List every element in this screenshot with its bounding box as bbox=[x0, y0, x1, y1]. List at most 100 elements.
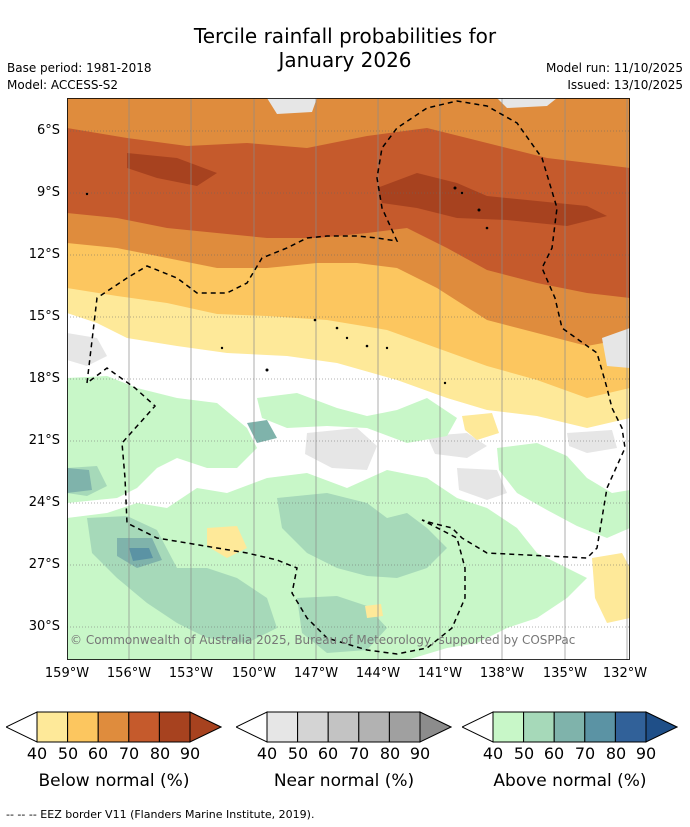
near-40-patch-north bbox=[267, 98, 317, 114]
map-frame bbox=[67, 98, 630, 660]
model-run: Model run: 11/10/2025 bbox=[545, 61, 683, 75]
lon-label-150w: 150°W bbox=[231, 666, 277, 681]
near-normal-label: Near normal (%) bbox=[273, 771, 415, 791]
near-swatch-80 bbox=[388, 711, 421, 743]
above-60-west bbox=[67, 468, 92, 493]
above-40-centre-north bbox=[257, 393, 457, 443]
near-tick-40: 40 bbox=[256, 744, 278, 763]
lat-label-6s: 6°S bbox=[36, 123, 60, 138]
near-tick-80: 80 bbox=[379, 744, 401, 763]
lon-label-138w: 138°W bbox=[479, 666, 525, 681]
above-50-centre bbox=[277, 493, 447, 578]
near-40-east bbox=[602, 328, 630, 368]
eez-border-west bbox=[86, 100, 626, 655]
lat-label-12s: 12°S bbox=[28, 247, 60, 262]
lat-label-15s: 15°S bbox=[28, 309, 60, 324]
near-tick-90: 90 bbox=[409, 744, 431, 763]
title-line-2: January 2026 bbox=[278, 48, 412, 72]
below-swatch-70 bbox=[128, 711, 160, 743]
lon-label-132w: 132°W bbox=[602, 666, 648, 681]
below-upper-arrow bbox=[189, 711, 222, 743]
near-swatch-60 bbox=[327, 711, 360, 743]
above-40-east bbox=[497, 443, 630, 538]
base-period: Base period: 1981-2018 bbox=[7, 61, 152, 75]
near-40-east-3 bbox=[457, 468, 507, 500]
near-tick-70: 70 bbox=[348, 744, 370, 763]
below-tick-60: 60 bbox=[87, 744, 109, 763]
above-lower-arrow bbox=[462, 711, 494, 743]
below-40-centre-patch bbox=[462, 413, 499, 440]
lat-label-9s: 9°S bbox=[36, 185, 60, 200]
below-swatch-60 bbox=[97, 711, 130, 743]
above-tick-40: 40 bbox=[482, 744, 504, 763]
above-upper-arrow bbox=[645, 711, 678, 743]
near-40-patch-north-east bbox=[497, 98, 557, 108]
above-60-centre bbox=[247, 420, 277, 443]
lat-label-30s: 30°S bbox=[28, 619, 60, 634]
below-tick-50: 50 bbox=[57, 744, 79, 763]
below-tick-70: 70 bbox=[118, 744, 140, 763]
near-swatch-50 bbox=[297, 711, 329, 743]
lat-label-21s: 21°S bbox=[28, 433, 60, 448]
copyright-notice: © Commonwealth of Australia 2025, Bureau… bbox=[70, 633, 576, 647]
above-tick-60: 60 bbox=[543, 744, 565, 763]
issued-date: Issued: 13/10/2025 bbox=[567, 78, 683, 92]
below-normal-label: Below normal (%) bbox=[38, 771, 190, 791]
above-tick-90: 90 bbox=[635, 744, 657, 763]
lat-label-24s: 24°S bbox=[28, 495, 60, 510]
below-80-region-east bbox=[377, 173, 607, 226]
map-title: Tercile rainfall probabilities for Janua… bbox=[0, 24, 690, 72]
below-tick-80: 80 bbox=[149, 744, 171, 763]
below-tick-90: 90 bbox=[179, 744, 201, 763]
below-swatch-50 bbox=[67, 711, 99, 743]
below-40-south-patch-2 bbox=[207, 526, 247, 558]
near-40-east-4 bbox=[567, 430, 617, 453]
below-tick-40: 40 bbox=[26, 744, 48, 763]
lon-label-144w: 144°W bbox=[355, 666, 401, 681]
near-upper-arrow bbox=[419, 711, 452, 743]
above-normal-label: Above normal (%) bbox=[493, 771, 647, 791]
near-swatch-70 bbox=[358, 711, 390, 743]
above-swatch-50 bbox=[523, 711, 555, 743]
below-40-south-patch bbox=[592, 553, 630, 623]
meridians bbox=[67, 98, 628, 660]
lon-label-156w: 156°W bbox=[106, 666, 152, 681]
above-swatch-70 bbox=[584, 711, 616, 743]
near-40-east-2 bbox=[427, 433, 487, 458]
probability-map bbox=[67, 98, 630, 660]
above-40-west bbox=[67, 376, 257, 503]
near-tick-50: 50 bbox=[287, 744, 309, 763]
above-tick-50: 50 bbox=[513, 744, 535, 763]
lon-label-147w: 147°W bbox=[293, 666, 339, 681]
lon-label-159w: 159°W bbox=[44, 666, 90, 681]
title-line-1: Tercile rainfall probabilities for bbox=[193, 24, 497, 48]
below-swatch-40 bbox=[36, 711, 69, 743]
lon-label-153w: 153°W bbox=[168, 666, 214, 681]
graticule bbox=[67, 130, 630, 628]
above-swatch-40 bbox=[492, 711, 525, 743]
above-tick-70: 70 bbox=[574, 744, 596, 763]
below-40-south-patch-3 bbox=[365, 604, 383, 618]
model-name: Model: ACCESS-S2 bbox=[7, 78, 119, 92]
above-swatch-60 bbox=[553, 711, 586, 743]
lon-label-135w: 135°W bbox=[542, 666, 588, 681]
near-tick-60: 60 bbox=[317, 744, 339, 763]
near-lower-arrow bbox=[236, 711, 268, 743]
above-normal-colorbar bbox=[462, 711, 678, 743]
above-swatch-80 bbox=[614, 711, 647, 743]
above-tick-80: 80 bbox=[605, 744, 627, 763]
below-80-region bbox=[127, 153, 217, 186]
below-lower-arrow bbox=[6, 711, 38, 743]
lat-label-18s: 18°S bbox=[28, 371, 60, 386]
below-swatch-80 bbox=[158, 711, 191, 743]
above-50-south bbox=[297, 596, 387, 653]
near-40-centre bbox=[305, 428, 377, 470]
lon-label-141w: 141°W bbox=[417, 666, 463, 681]
below-normal-colorbar bbox=[6, 711, 222, 743]
above-70-patch bbox=[129, 548, 153, 561]
lat-label-27s: 27°S bbox=[28, 557, 60, 572]
eez-footnote: -- -- -- EEZ border V11 (Flanders Marine… bbox=[6, 808, 315, 821]
near-normal-colorbar bbox=[236, 711, 452, 743]
islands bbox=[85, 186, 489, 385]
near-40-west bbox=[67, 333, 107, 366]
